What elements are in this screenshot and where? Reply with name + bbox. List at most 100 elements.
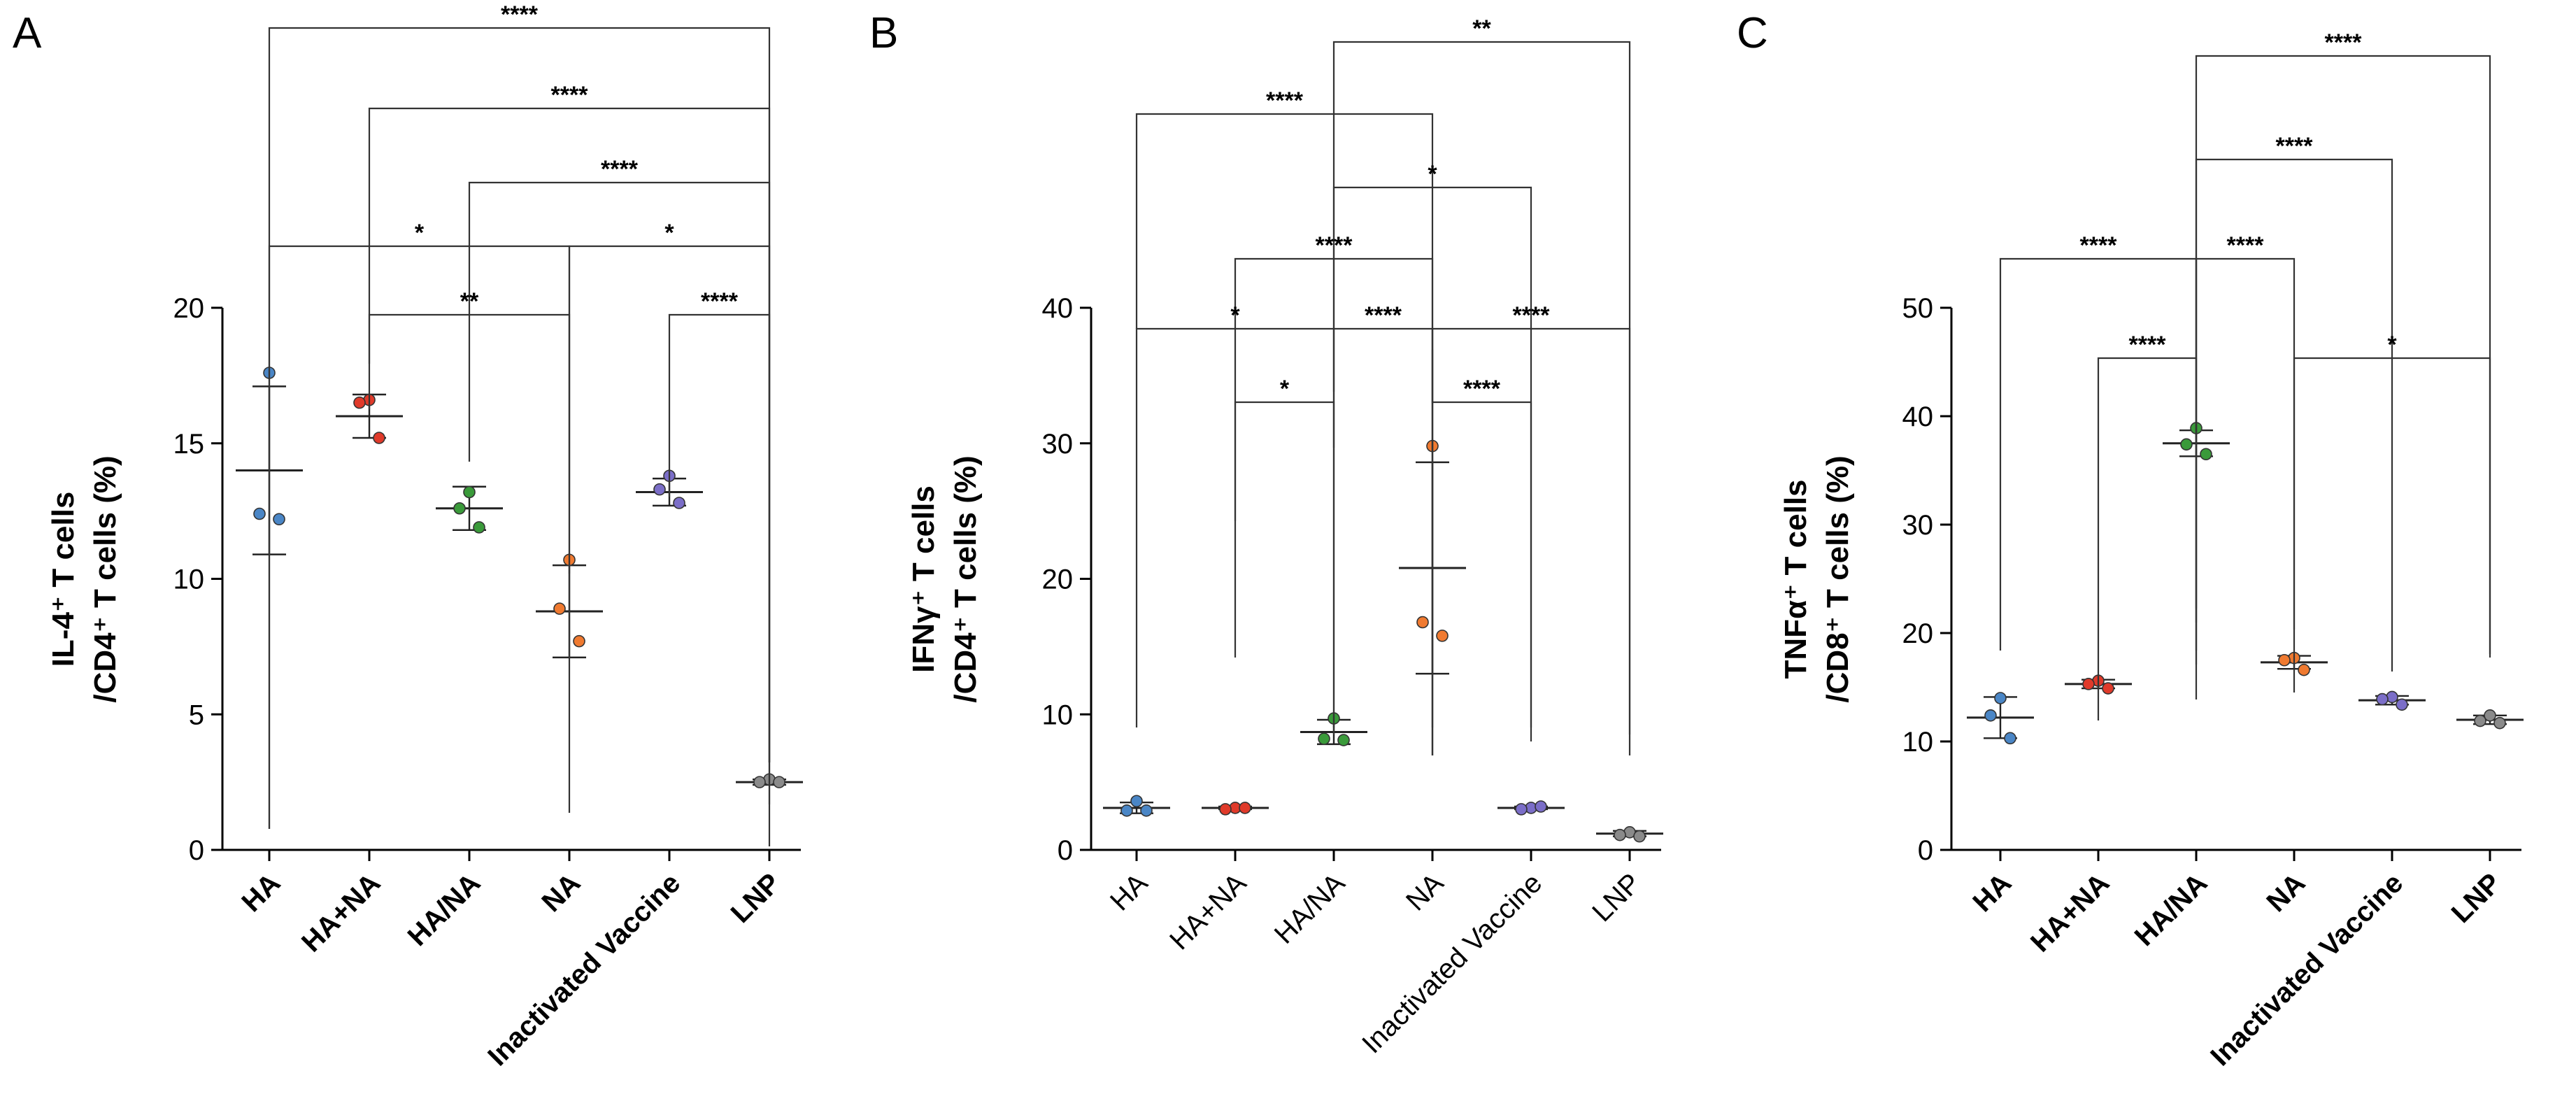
significance-label: * <box>415 220 425 246</box>
y-tick-label: 30 <box>1042 429 1074 460</box>
data-point <box>2278 653 2291 667</box>
category-label: HA <box>236 867 286 918</box>
y-tick-label: 40 <box>1042 293 1074 324</box>
y-tick-label: 30 <box>1902 510 1934 541</box>
y-tick-label: 10 <box>1042 699 1074 730</box>
data-point <box>473 521 485 534</box>
data-point <box>2180 438 2193 451</box>
significance-label: * <box>1428 161 1437 187</box>
data-point <box>1515 803 1528 816</box>
significance-bracket <box>2293 357 2491 692</box>
data-point <box>2102 682 2114 695</box>
category-label: HA <box>1104 867 1154 917</box>
data-point <box>463 485 476 499</box>
significance-label: * <box>664 220 674 246</box>
data-point <box>453 502 466 515</box>
data-point <box>2004 732 2016 745</box>
data-point <box>2200 448 2212 461</box>
category-label: HA/NA <box>2129 867 2214 952</box>
data-point <box>1416 616 1429 629</box>
data-point <box>673 497 685 509</box>
significance-label: ** <box>1472 15 1491 42</box>
significance-bracket <box>1234 401 1335 727</box>
significance-bracket <box>668 313 771 762</box>
significance-label: **** <box>701 288 739 315</box>
significance-label: **** <box>2276 133 2314 159</box>
data-point <box>2474 714 2486 727</box>
category-label: Inactivated Vaccine <box>482 867 686 1072</box>
y-axis-label-line1: TNFα⁺ T cells <box>1779 480 1813 679</box>
significance-label: **** <box>2080 232 2118 259</box>
data-point <box>2082 678 2095 690</box>
category-label: HA <box>1967 867 2017 918</box>
y-tick-label: 10 <box>173 564 205 595</box>
significance-bracket <box>2097 357 2198 720</box>
category-label: HA/NA <box>402 867 487 952</box>
y-tick-label: 20 <box>1902 618 1934 649</box>
category-label: NA <box>536 867 586 918</box>
significance-label: **** <box>2129 332 2167 358</box>
significance-bracket <box>268 27 771 846</box>
significance-bracket <box>2195 55 2491 665</box>
data-point <box>2298 663 2310 676</box>
significance-label: * <box>1230 302 1240 329</box>
significance-label: * <box>2387 332 2397 358</box>
y-tick-label: 0 <box>189 835 204 866</box>
significance-label: **** <box>1365 302 1402 329</box>
data-point <box>1130 795 1143 808</box>
category-label: NA <box>2261 867 2311 918</box>
category-label: LNP <box>725 867 787 929</box>
data-point <box>1535 800 1547 813</box>
y-tick-label: 20 <box>1042 564 1074 595</box>
data-point <box>2493 716 2506 730</box>
significance-bracket <box>368 313 571 500</box>
data-point <box>1239 802 1251 814</box>
data-point <box>1994 692 2007 704</box>
significance-label: **** <box>1316 232 1353 259</box>
significance-label: **** <box>501 1 539 28</box>
category-label: LNP <box>1586 867 1646 928</box>
panel-letter: B <box>869 9 898 57</box>
data-point <box>2396 698 2408 711</box>
category-label: HA+NA <box>296 867 386 958</box>
y-tick-label: 15 <box>173 429 205 460</box>
significance-bracket <box>268 245 571 829</box>
significance-bracket <box>1332 327 1434 755</box>
y-tick-label: 10 <box>1902 727 1934 758</box>
significance-label: **** <box>2325 29 2363 56</box>
significance-label: **** <box>1266 87 1304 114</box>
y-tick-label: 40 <box>1902 402 1934 432</box>
data-point <box>553 602 566 615</box>
data-point <box>2376 692 2389 706</box>
data-point <box>1633 830 1646 843</box>
data-point <box>373 432 385 444</box>
y-tick-label: 0 <box>1918 835 1933 866</box>
significance-label: **** <box>551 82 589 108</box>
y-axis-label-line2: /CD4⁺ T cells (%) <box>88 455 122 702</box>
significance-bracket <box>1135 113 1434 755</box>
y-tick-label: 20 <box>173 293 205 324</box>
significance-bracket <box>1431 327 1631 734</box>
significance-label: **** <box>1463 376 1501 402</box>
data-point <box>1614 828 1626 841</box>
significance-label: * <box>1280 376 1290 402</box>
data-point <box>1436 630 1449 642</box>
data-point <box>1337 734 1350 746</box>
category-label: Inactivated Vaccine <box>2205 867 2409 1072</box>
data-point <box>273 513 285 526</box>
data-point <box>253 507 266 520</box>
category-label: NA <box>1400 867 1450 917</box>
data-point <box>1219 803 1232 816</box>
data-point <box>653 483 666 496</box>
data-point <box>573 634 585 648</box>
data-point <box>353 396 366 409</box>
y-tick-label: 50 <box>1902 293 1934 324</box>
category-label: Inactivated Vaccine <box>1356 867 1548 1059</box>
y-axis-label-line1: IFNγ⁺ T cells <box>906 485 941 673</box>
panel-letter: A <box>13 9 42 57</box>
category-label: HA+NA <box>2025 867 2115 958</box>
category-label: HA+NA <box>1164 867 1252 956</box>
